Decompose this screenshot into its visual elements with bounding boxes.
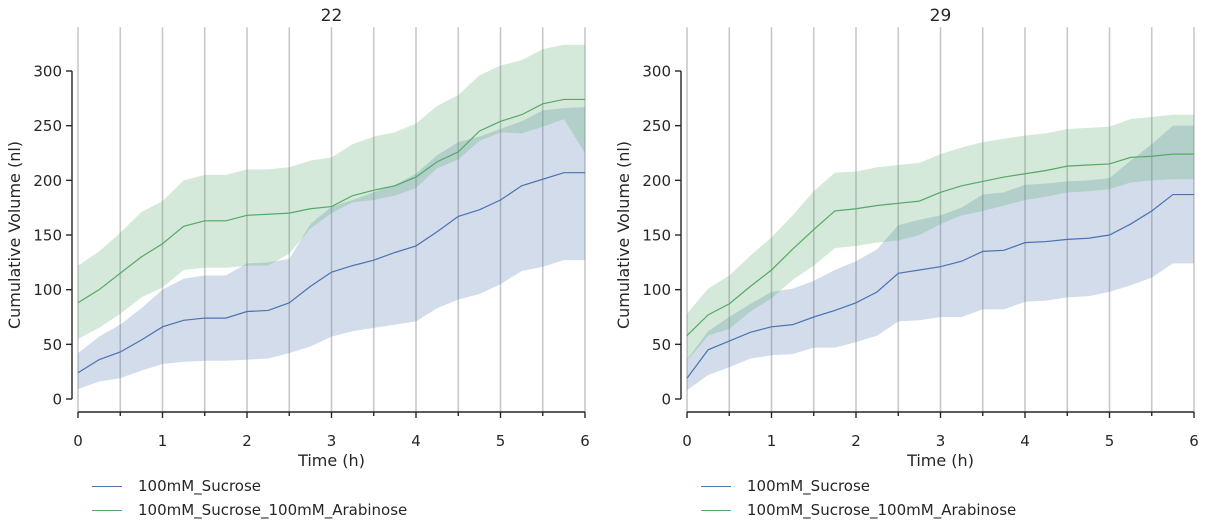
legend-label: 100mM_Sucrose: [138, 477, 262, 495]
y-tick-label: 50: [652, 336, 671, 354]
legend-label: 100mM_Sucrose: [747, 477, 871, 495]
legend-entry: 100mM_Sucrose: [92, 474, 407, 498]
y-tick-label: 100: [33, 281, 62, 299]
x-axis-label: Time (h): [906, 451, 974, 470]
x-tick-label: 3: [936, 432, 946, 450]
x-tick-label: 0: [73, 432, 83, 450]
y-tick-label: 300: [642, 63, 671, 81]
x-tick-label: 0: [682, 432, 692, 450]
confidence-band-sucrose-arabinose: [687, 114, 1194, 361]
chart-title: 22: [321, 6, 343, 26]
x-tick-label: 5: [496, 432, 506, 450]
x-tick-label: 2: [242, 432, 252, 450]
chart-panel-22: 0 50 100 150 200 250 300 0 1 2 3 4 5 6 22 Time (h) Cumul…: [5, 6, 590, 470]
y-tick-label: 250: [33, 117, 62, 135]
y-tick-label: 150: [642, 227, 671, 245]
legend-29: 100mM_Sucrose 100mM_Sucrose_100mM_Arabin…: [701, 474, 1016, 522]
y-axis-label: Cumulative Volume (nl): [614, 141, 633, 329]
x-axis-label: Time (h): [297, 451, 365, 470]
x-tick-label: 3: [327, 432, 337, 450]
x-tick-label: 2: [851, 432, 861, 450]
y-axis-label: Cumulative Volume (nl): [5, 141, 24, 329]
y-tick-label: 50: [43, 336, 62, 354]
legend-swatch-sucrose: [92, 485, 122, 487]
y-tick-label: 0: [661, 391, 671, 409]
y-tick-label: 300: [33, 63, 62, 81]
x-tick-label: 4: [1020, 432, 1030, 450]
x-tick-label: 4: [411, 432, 421, 450]
x-tick-label: 1: [158, 432, 168, 450]
y-tick-label: 250: [642, 117, 671, 135]
y-tick-label: 200: [33, 172, 62, 190]
legend-swatch-sucrose: [701, 485, 731, 487]
legend-swatch-sucrose-arabinose: [701, 509, 731, 511]
legend-22: 100mM_Sucrose 100mM_Sucrose_100mM_Arabin…: [92, 474, 407, 522]
chart-panel-29: 0 50 100 150 200 250 300 0 1 2 3 4 5 6 29 Time (h) Cumul…: [614, 6, 1199, 470]
legend-entry: 100mM_Sucrose: [701, 474, 1016, 498]
y-tick-label: 150: [33, 227, 62, 245]
legend-entry: 100mM_Sucrose_100mM_Arabinose: [701, 498, 1016, 522]
y-tick-label: 100: [642, 281, 671, 299]
chart-title: 29: [930, 6, 952, 26]
confidence-band-sucrose: [687, 125, 1194, 391]
legend-swatch-sucrose-arabinose: [92, 509, 122, 511]
y-tick-label: 0: [52, 391, 62, 409]
legend-label: 100mM_Sucrose_100mM_Arabinose: [747, 501, 1017, 519]
legend-label: 100mM_Sucrose_100mM_Arabinose: [138, 501, 408, 519]
confidence-band-sucrose-arabinose: [78, 44, 585, 339]
x-tick-label: 5: [1105, 432, 1115, 450]
legend-entry: 100mM_Sucrose_100mM_Arabinose: [92, 498, 407, 522]
x-tick-label: 1: [767, 432, 777, 450]
x-tick-label: 6: [1189, 432, 1199, 450]
y-tick-label: 200: [642, 172, 671, 190]
x-tick-label: 6: [580, 432, 590, 450]
